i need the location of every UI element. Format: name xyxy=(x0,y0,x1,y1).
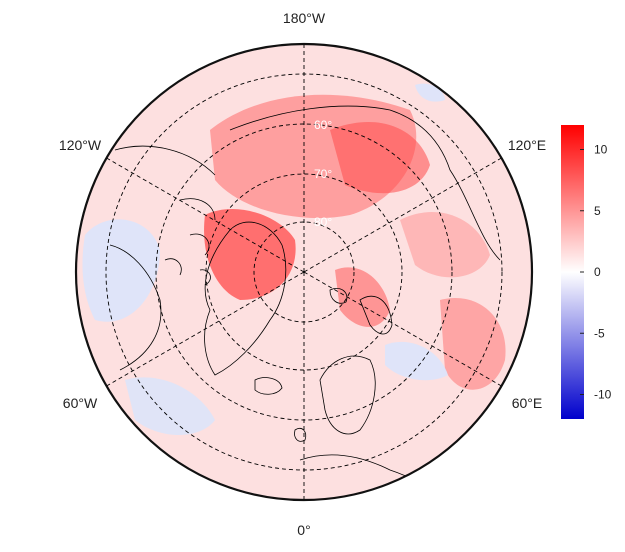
lat-label-80: 80° xyxy=(314,215,332,229)
coastline-siberia xyxy=(229,105,501,261)
coastline-british-isles xyxy=(294,427,307,442)
colorbar: 10 5 0 -5 -10 xyxy=(561,125,612,419)
colorbar-tick-label: 5 xyxy=(594,204,601,218)
coastline-greenland xyxy=(204,221,287,376)
lon-label-60e: 60°E xyxy=(512,395,543,411)
graticule xyxy=(105,44,503,500)
colorbar-tick-label: -10 xyxy=(594,388,612,402)
lon-label-60w: 60°W xyxy=(63,395,98,411)
cool-patch-atlantic xyxy=(125,377,215,435)
colorbar-tick-label: 10 xyxy=(594,143,608,157)
lat-label-70: 70° xyxy=(314,167,332,181)
coastline-scandinavia xyxy=(319,355,376,435)
coastline-iceland xyxy=(254,377,283,395)
meridian-line xyxy=(106,271,305,387)
warm-patch-barents xyxy=(335,267,390,327)
warm-patch-eurasia-north xyxy=(400,212,490,278)
lon-label-120e: 120°E xyxy=(508,137,546,153)
coastline-svalbard xyxy=(329,287,348,304)
warm-patch-west-siberia xyxy=(440,298,506,390)
colorbar-tick-label: 0 xyxy=(594,265,601,279)
coastline-canadian-archipelago xyxy=(164,198,216,286)
colorbar-ramp xyxy=(561,125,584,419)
coastline-novaya-zemlya xyxy=(359,295,393,335)
colorbar-tick-label: -5 xyxy=(594,326,605,340)
anomaly-patches xyxy=(82,83,506,435)
meridian-line xyxy=(303,157,502,273)
lat-label-60: 60° xyxy=(314,118,332,132)
lon-label-180w: 180°W xyxy=(283,10,326,26)
warm-patch-siberia xyxy=(330,122,430,194)
coastlines xyxy=(109,105,501,500)
cool-patch-scandinavia xyxy=(385,341,448,381)
coastline-north-america xyxy=(109,145,216,371)
latitude-circle xyxy=(205,173,403,371)
lon-label-0: 0° xyxy=(297,522,310,538)
meridian-line xyxy=(303,271,502,387)
meridian-line xyxy=(106,157,305,273)
colorbar-ticks: 10 5 0 -5 -10 xyxy=(580,143,612,402)
map-disc xyxy=(76,44,532,500)
lon-label-120w: 120°W xyxy=(59,137,102,153)
map-border xyxy=(74,42,534,502)
cool-patch-north-america xyxy=(82,219,160,322)
